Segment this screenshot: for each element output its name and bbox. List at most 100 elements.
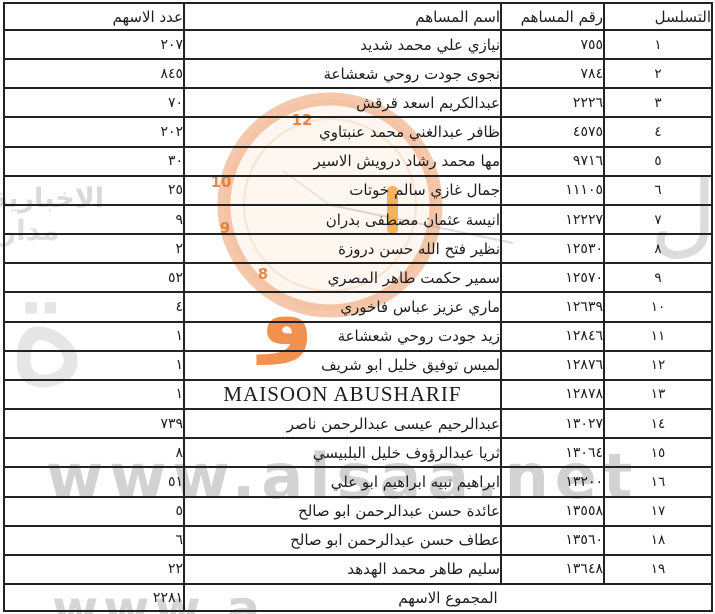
cell-serial: ٥	[603, 145, 713, 177]
cell-shareholder-name: ابراهيم نبيه ابراهيم ابو علي	[183, 466, 502, 498]
table-row: ٩ ١٢٥٧٠ سمير حكمت طاهر المصري ٥٢	[3, 262, 713, 294]
cell-share-count: ٥٢	[3, 262, 185, 294]
cell-serial: ٤	[603, 116, 713, 148]
cell-shareholder-number: ٧٥٥	[500, 28, 605, 61]
table-row: ١٦ ١٣٢٠٠ ابراهيم نبيه ابراهيم ابو علي ٥١	[3, 466, 713, 498]
cell-share-count: ٦	[3, 524, 185, 556]
cell-share-count: ٧٠	[3, 87, 185, 119]
cell-share-count: ٥	[3, 495, 185, 527]
cell-shareholder-number: ١٢٥٧٠	[500, 262, 605, 294]
cell-serial: ١٢	[603, 349, 713, 381]
total-label: المجموع الاسهم	[183, 583, 713, 612]
cell-serial: ١٦	[603, 466, 713, 498]
cell-share-count: ٤	[3, 291, 185, 323]
cell-share-count: ١	[3, 378, 185, 411]
shareholders-table: التسلسل رقم المساهم اسم المساهم عدد الاس…	[3, 2, 713, 612]
cell-shareholder-number: ١٢٨٧٦	[500, 349, 605, 381]
cell-serial: ٨	[603, 233, 713, 265]
cell-share-count: ٢٢	[3, 553, 185, 586]
cell-shareholder-name: نجوى جودت روحي شعشاعة	[183, 58, 502, 90]
table-row: ٣ ٢٢٢٦ عبدالكريم اسعد قرقش ٧٠	[3, 87, 713, 119]
cell-shareholder-number: ١٢٢٢٧	[500, 203, 605, 236]
column-header-shareholder-number: رقم المساهم	[500, 2, 605, 31]
table-row: ٤ ٤٥٧٥ ظافر عبدالغني محمد عنبتاوي ٢٠٢	[3, 116, 713, 148]
cell-shareholder-number: ١١١٠٥	[500, 174, 605, 206]
cell-shareholder-number: ١٢٥٣٠	[500, 233, 605, 265]
cell-share-count: ٥١	[3, 466, 185, 498]
cell-shareholder-name: جمال غازي سالم خوتات	[183, 174, 502, 206]
cell-shareholder-number: ٢٢٢٦	[500, 87, 605, 119]
cell-shareholder-name: عبدالكريم اسعد قرقش	[183, 87, 502, 119]
cell-shareholder-number: ١٣٠٢٧	[500, 408, 605, 440]
total-row: المجموع الاسهم ٢٢٨١	[3, 583, 713, 612]
cell-shareholder-number: ٩٧١٦	[500, 145, 605, 177]
column-header-shareholder-name: اسم المساهم	[183, 2, 502, 31]
cell-shareholder-number: ١٢٦٣٩	[500, 291, 605, 323]
table-row: ٢ ٧٨٤ نجوى جودت روحي شعشاعة ٨٤٥	[3, 58, 713, 90]
cell-shareholder-name: نيازي علي محمد شديد	[183, 28, 502, 61]
table-row: ١٩ ١٣٦٤٨ سليم طاهر محمد الهدهد ٢٢	[3, 553, 713, 586]
cell-share-count: ٢٠٢	[3, 116, 185, 148]
table-row: ٧ ١٢٢٢٧ انيسة عثمان مصطفى بدران ٩	[3, 203, 713, 236]
cell-shareholder-name: مها محمد رشاد درويش الاسير	[183, 145, 502, 177]
table-row: ٥ ٩٧١٦ مها محمد رشاد درويش الاسير ٣٠	[3, 145, 713, 177]
cell-serial: ٢	[603, 58, 713, 90]
cell-shareholder-name: لميس توفيق خليل ابو شريف	[183, 349, 502, 381]
cell-shareholder-name: انيسة عثمان مصطفى بدران	[183, 203, 502, 236]
cell-serial: ١١	[603, 320, 713, 352]
cell-serial: ٧	[603, 203, 713, 236]
table-row: ١٠ ١٢٦٣٩ ماري عزيز عباس فاخوري ٤	[3, 291, 713, 323]
cell-share-count: ٩	[3, 203, 185, 236]
cell-serial: ٩	[603, 262, 713, 294]
cell-shareholder-name: ظافر عبدالغني محمد عنبتاوي	[183, 116, 502, 148]
table-row: ١١ ١٢٨٤٦ زيد جودت روحي شعشاعة ١	[3, 320, 713, 352]
cell-serial: ٦	[603, 174, 713, 206]
cell-serial: ١٥	[603, 437, 713, 469]
cell-shareholder-name: سمير حكمت طاهر المصري	[183, 262, 502, 294]
cell-share-count: ٢٠٧	[3, 28, 185, 61]
table-row: ١ ٧٥٥ نيازي علي محمد شديد ٢٠٧	[3, 28, 713, 61]
cell-shareholder-number: ٤٥٧٥	[500, 116, 605, 148]
cell-share-count: ٣٠	[3, 145, 185, 177]
cell-shareholder-number: ١٢٨٧٨	[500, 378, 605, 411]
cell-serial: ١٤	[603, 408, 713, 440]
cell-shareholder-name: ماري عزيز عباس فاخوري	[183, 291, 502, 323]
table-row: ١٣ ١٢٨٧٨ MAISOON ABUSHARIF ١	[3, 378, 713, 411]
table-row: ١٢ ١٢٨٧٦ لميس توفيق خليل ابو شريف ١	[3, 349, 713, 381]
cell-shareholder-name: سليم طاهر محمد الهدهد	[183, 553, 502, 586]
cell-share-count: ٢	[3, 233, 185, 265]
cell-shareholder-number: ١٣٦٤٨	[500, 553, 605, 586]
cell-shareholder-number: ١٣٥٦٠	[500, 524, 605, 556]
column-header-share-count: عدد الاسهم	[3, 2, 185, 31]
table-row: ١٨ ١٣٥٦٠ عطاف حسن عبدالرحمن ابو صالح ٦	[3, 524, 713, 556]
cell-serial: ١٩	[603, 553, 713, 586]
cell-share-count: ١	[3, 320, 185, 352]
table-row: ١٥ ١٣٠٦٤ ثريا عبدالرؤوف خليل البلبيسي ٨	[3, 437, 713, 469]
cell-shareholder-name: نظير فتح الله حسن دروزة	[183, 233, 502, 265]
total-shares-value: ٢٢٨١	[3, 583, 185, 612]
cell-share-count: ١	[3, 349, 185, 381]
cell-shareholder-name: عطاف حسن عبدالرحمن ابو صالح	[183, 524, 502, 556]
cell-serial: ٣	[603, 87, 713, 119]
cell-shareholder-name: عبدالرحيم عيسى عبدالرحمن ناصر	[183, 408, 502, 440]
table-row: ٨ ١٢٥٣٠ نظير فتح الله حسن دروزة ٢	[3, 233, 713, 265]
cell-serial: ١٠	[603, 291, 713, 323]
cell-serial: ١	[603, 28, 713, 61]
cell-share-count: ٨	[3, 437, 185, 469]
cell-serial: ١٨	[603, 524, 713, 556]
cell-shareholder-number: ١٣٠٦٤	[500, 437, 605, 469]
cell-shareholder-number: ١٢٨٤٦	[500, 320, 605, 352]
cell-shareholder-name: زيد جودت روحي شعشاعة	[183, 320, 502, 352]
cell-shareholder-number: ٧٨٤	[500, 58, 605, 90]
cell-share-count: ٢٥	[3, 174, 185, 206]
table-row: ١٧ ١٣٥٥٨ عائدة حسن عبدالرحمن ابو صالح ٥	[3, 495, 713, 527]
column-header-serial: التسلسل	[603, 2, 713, 31]
table-row: ٦ ١١١٠٥ جمال غازي سالم خوتات ٢٥	[3, 174, 713, 206]
header-row: التسلسل رقم المساهم اسم المساهم عدد الاس…	[3, 2, 713, 31]
cell-shareholder-number: ١٣٥٥٨	[500, 495, 605, 527]
cell-shareholder-number: ١٣٢٠٠	[500, 466, 605, 498]
cell-shareholder-name: ثريا عبدالرؤوف خليل البلبيسي	[183, 437, 502, 469]
cell-shareholder-name: عائدة حسن عبدالرحمن ابو صالح	[183, 495, 502, 527]
cell-serial: ١٧	[603, 495, 713, 527]
